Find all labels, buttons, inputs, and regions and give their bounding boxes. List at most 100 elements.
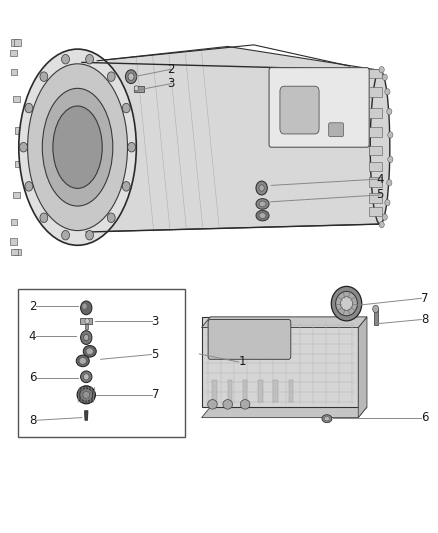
Ellipse shape xyxy=(331,286,362,321)
Bar xyxy=(14,249,21,255)
FancyBboxPatch shape xyxy=(208,319,291,359)
Bar xyxy=(228,381,232,402)
Ellipse shape xyxy=(83,391,90,398)
Ellipse shape xyxy=(324,417,329,421)
Polygon shape xyxy=(358,317,367,418)
Circle shape xyxy=(128,73,134,80)
Bar xyxy=(369,87,382,97)
Circle shape xyxy=(20,142,28,152)
Bar xyxy=(11,219,18,225)
Ellipse shape xyxy=(240,400,250,409)
Bar xyxy=(18,289,185,437)
Text: 8: 8 xyxy=(29,414,36,427)
Text: 7: 7 xyxy=(152,389,159,401)
Ellipse shape xyxy=(83,374,89,379)
Ellipse shape xyxy=(259,201,266,207)
Circle shape xyxy=(379,222,384,228)
Bar xyxy=(85,324,88,329)
Circle shape xyxy=(86,230,93,240)
Bar xyxy=(13,192,20,198)
Circle shape xyxy=(388,156,393,163)
Text: 2: 2 xyxy=(29,300,36,313)
Circle shape xyxy=(25,182,33,191)
Ellipse shape xyxy=(19,49,136,245)
Ellipse shape xyxy=(53,106,102,188)
Circle shape xyxy=(259,185,264,191)
Ellipse shape xyxy=(42,88,113,206)
Circle shape xyxy=(122,103,130,113)
Ellipse shape xyxy=(77,386,95,404)
Circle shape xyxy=(385,88,390,95)
Bar xyxy=(243,381,247,402)
Circle shape xyxy=(82,304,87,309)
Bar xyxy=(258,381,262,402)
Ellipse shape xyxy=(256,199,269,209)
Circle shape xyxy=(107,72,115,82)
Bar xyxy=(13,96,20,102)
Ellipse shape xyxy=(370,70,390,224)
Text: 1: 1 xyxy=(239,356,246,368)
Ellipse shape xyxy=(28,64,127,231)
Text: 7: 7 xyxy=(421,292,429,305)
Circle shape xyxy=(125,70,137,84)
Bar xyxy=(11,39,18,46)
Bar xyxy=(10,50,17,56)
Circle shape xyxy=(81,301,92,315)
Bar xyxy=(11,249,18,255)
Bar xyxy=(374,309,378,325)
Text: 2: 2 xyxy=(167,63,175,76)
Ellipse shape xyxy=(80,389,93,401)
Ellipse shape xyxy=(223,400,233,409)
Bar xyxy=(11,69,18,76)
Ellipse shape xyxy=(259,213,266,219)
Ellipse shape xyxy=(208,400,217,409)
Bar xyxy=(369,193,382,203)
Text: 4: 4 xyxy=(29,330,36,343)
Bar xyxy=(289,381,293,402)
Circle shape xyxy=(40,72,48,82)
Circle shape xyxy=(385,199,390,206)
Bar xyxy=(369,109,382,118)
Circle shape xyxy=(81,330,92,344)
FancyBboxPatch shape xyxy=(10,28,402,237)
Text: 5: 5 xyxy=(152,348,159,361)
Bar xyxy=(15,160,21,167)
Ellipse shape xyxy=(322,415,332,423)
Bar xyxy=(15,127,21,134)
Circle shape xyxy=(134,86,138,91)
Bar xyxy=(273,381,278,402)
Text: 5: 5 xyxy=(376,189,384,201)
Circle shape xyxy=(379,67,384,73)
Bar xyxy=(80,318,92,324)
Bar xyxy=(369,161,382,171)
Ellipse shape xyxy=(83,345,96,357)
Circle shape xyxy=(84,334,89,341)
Circle shape xyxy=(62,54,70,64)
Text: 8: 8 xyxy=(421,313,429,326)
Polygon shape xyxy=(82,46,380,232)
Ellipse shape xyxy=(336,292,357,316)
Text: 6: 6 xyxy=(421,411,429,424)
Text: 4: 4 xyxy=(376,173,384,185)
Ellipse shape xyxy=(81,371,92,383)
Circle shape xyxy=(86,54,93,64)
Bar xyxy=(369,69,382,78)
Bar xyxy=(369,207,382,216)
Bar xyxy=(14,39,21,46)
Text: 6: 6 xyxy=(29,372,36,384)
Circle shape xyxy=(84,374,88,379)
Ellipse shape xyxy=(76,355,89,367)
Text: 3: 3 xyxy=(167,77,175,90)
Circle shape xyxy=(387,108,392,115)
Ellipse shape xyxy=(256,211,269,221)
Bar xyxy=(201,317,358,407)
Bar xyxy=(369,177,382,187)
Circle shape xyxy=(122,182,130,191)
Circle shape xyxy=(382,74,387,80)
Ellipse shape xyxy=(340,297,353,311)
FancyBboxPatch shape xyxy=(269,68,369,147)
Text: 3: 3 xyxy=(152,314,159,328)
Polygon shape xyxy=(85,411,88,420)
Circle shape xyxy=(40,213,48,222)
Bar xyxy=(369,127,382,136)
